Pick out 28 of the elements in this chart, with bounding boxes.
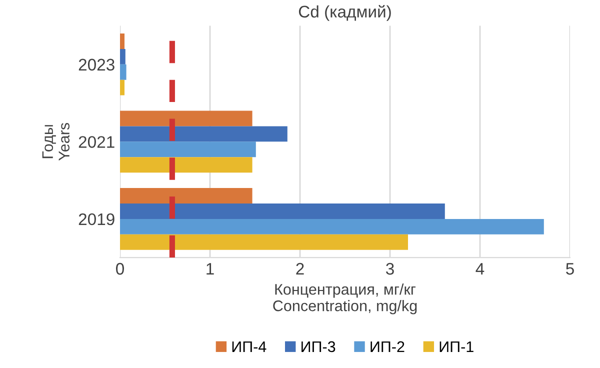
bar	[120, 126, 288, 142]
bar	[120, 218, 544, 234]
bar	[120, 157, 252, 173]
legend-label: ИП-3	[302, 341, 336, 352]
legend-label: ИП-1	[440, 341, 474, 352]
bar	[120, 110, 252, 126]
y-tick-label: 2021	[78, 136, 114, 148]
bar	[120, 48, 126, 64]
bar	[120, 142, 256, 158]
bar	[120, 33, 124, 49]
x-axis-title: Концентрация, мг/кг Concentration, mg/kg	[273, 284, 417, 314]
y-axis-title: Годы Years	[42, 122, 70, 161]
x-tick-label: 0	[116, 262, 124, 275]
x-tick-label: 1	[206, 263, 214, 275]
legend-label: ИП-4	[232, 341, 266, 352]
bar	[120, 234, 408, 250]
x-tick-label: 4	[476, 263, 484, 275]
bar	[120, 204, 445, 219]
x-tick-label: 5	[566, 263, 574, 275]
x-tick-label: 3	[386, 262, 394, 275]
x-tick-label: 2	[296, 262, 304, 275]
chart-title: Cd (кадмий)	[298, 5, 391, 21]
bar	[120, 80, 124, 96]
bar	[120, 188, 252, 204]
legend-label: ИП-2	[370, 341, 404, 352]
y-tick-label: 2019	[78, 213, 114, 226]
bar	[120, 64, 126, 80]
y-tick-label: 2023	[78, 58, 114, 71]
